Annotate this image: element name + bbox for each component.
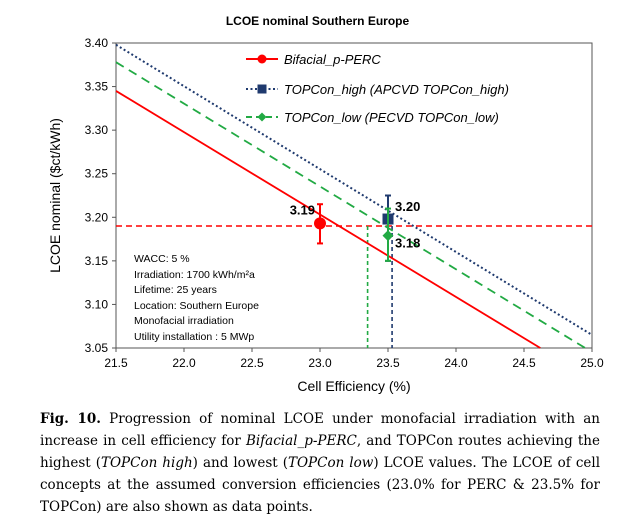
series-line [115,90,541,349]
y-tick-label: 3.40 [85,36,109,50]
data-label: 3.18 [395,236,420,251]
y-tick-label: 3.35 [85,80,109,94]
y-tick-label: 3.30 [85,123,109,137]
x-tick-label: 23.5 [376,356,400,370]
x-tick-label: 22.5 [240,356,264,370]
legend-marker [257,54,267,64]
caption-part: Bifacial_p-PERC [245,433,357,449]
x-tick-label: 21.5 [104,356,128,370]
y-tick-label: 3.10 [85,297,109,311]
assumptions-annotation: WACC: 5 % Irradiation: 1700 kWh/m²a Life… [134,252,324,345]
data-point [382,230,394,242]
y-tick-label: 3.25 [85,167,109,181]
y-tick-label: 3.20 [85,210,109,224]
caption-part: , and TOPCon routes achieving the highes… [40,433,600,471]
caption-part: TOPCon high [100,455,193,471]
plot-frame [115,42,593,349]
caption-part: Progression of nominal LCOE under monofa… [40,411,600,449]
legend-label: TOPCon_low (PECVD TOPCon_low) [284,110,499,125]
caption-part: ) LCOE values. The LCOE of cell concepts… [40,455,601,515]
caption-part: TOPCon low [287,455,374,471]
annotation-line: Utility installation : 5 MWp [134,330,255,343]
x-tick-label: 22.0 [172,356,196,370]
caption-label: Fig. 10. [40,411,101,427]
y-tick-label: 3.15 [85,254,109,268]
legend-label: TOPCon_high (APCVD TOPCon_high) [284,82,509,97]
y-tick-label: 3.05 [85,341,109,355]
x-axis-label: Cell Efficiency (%) [297,378,410,394]
figure-caption: Fig. 10. Progression of nominal LCOE und… [40,408,600,518]
annotation-line: Location: Southern Europe [134,299,259,312]
series-line [115,43,593,336]
y-axis-label: LCOE nominal ($ct/kWh) [47,118,63,273]
annotation-line: Irradiation: 1700 kWh/m²a [134,268,255,281]
caption-body: Progression of nominal LCOE under monofa… [40,411,600,515]
legend-label: Bifacial_p-PERC [284,52,381,67]
x-tick-label: 24.0 [444,356,468,370]
x-tick-label: 24.5 [512,356,536,370]
caption-part: ) and lowest ( [192,455,288,471]
x-tick-label: 25.0 [580,356,604,370]
x-tick-label: 23.0 [308,356,332,370]
series-line [115,61,586,349]
data-point [314,217,326,230]
annotation-line: Lifetime: 25 years [134,284,217,296]
lcoe-chart: 21.5 22.0 22.5 23.0 23.5 24.0 24.5 25.0 3.05 3.10… [47,36,604,394]
annotation-line: WACC: 5 % [134,253,190,265]
chart-title: LCOE nominal Southern Europe [225,14,410,28]
annotation-line: Monofacial irradiation [134,315,234,327]
legend-marker [257,84,267,94]
data-label: 3.19 [290,202,315,217]
legend-marker [257,112,267,122]
data-label: 3.20 [395,199,420,214]
